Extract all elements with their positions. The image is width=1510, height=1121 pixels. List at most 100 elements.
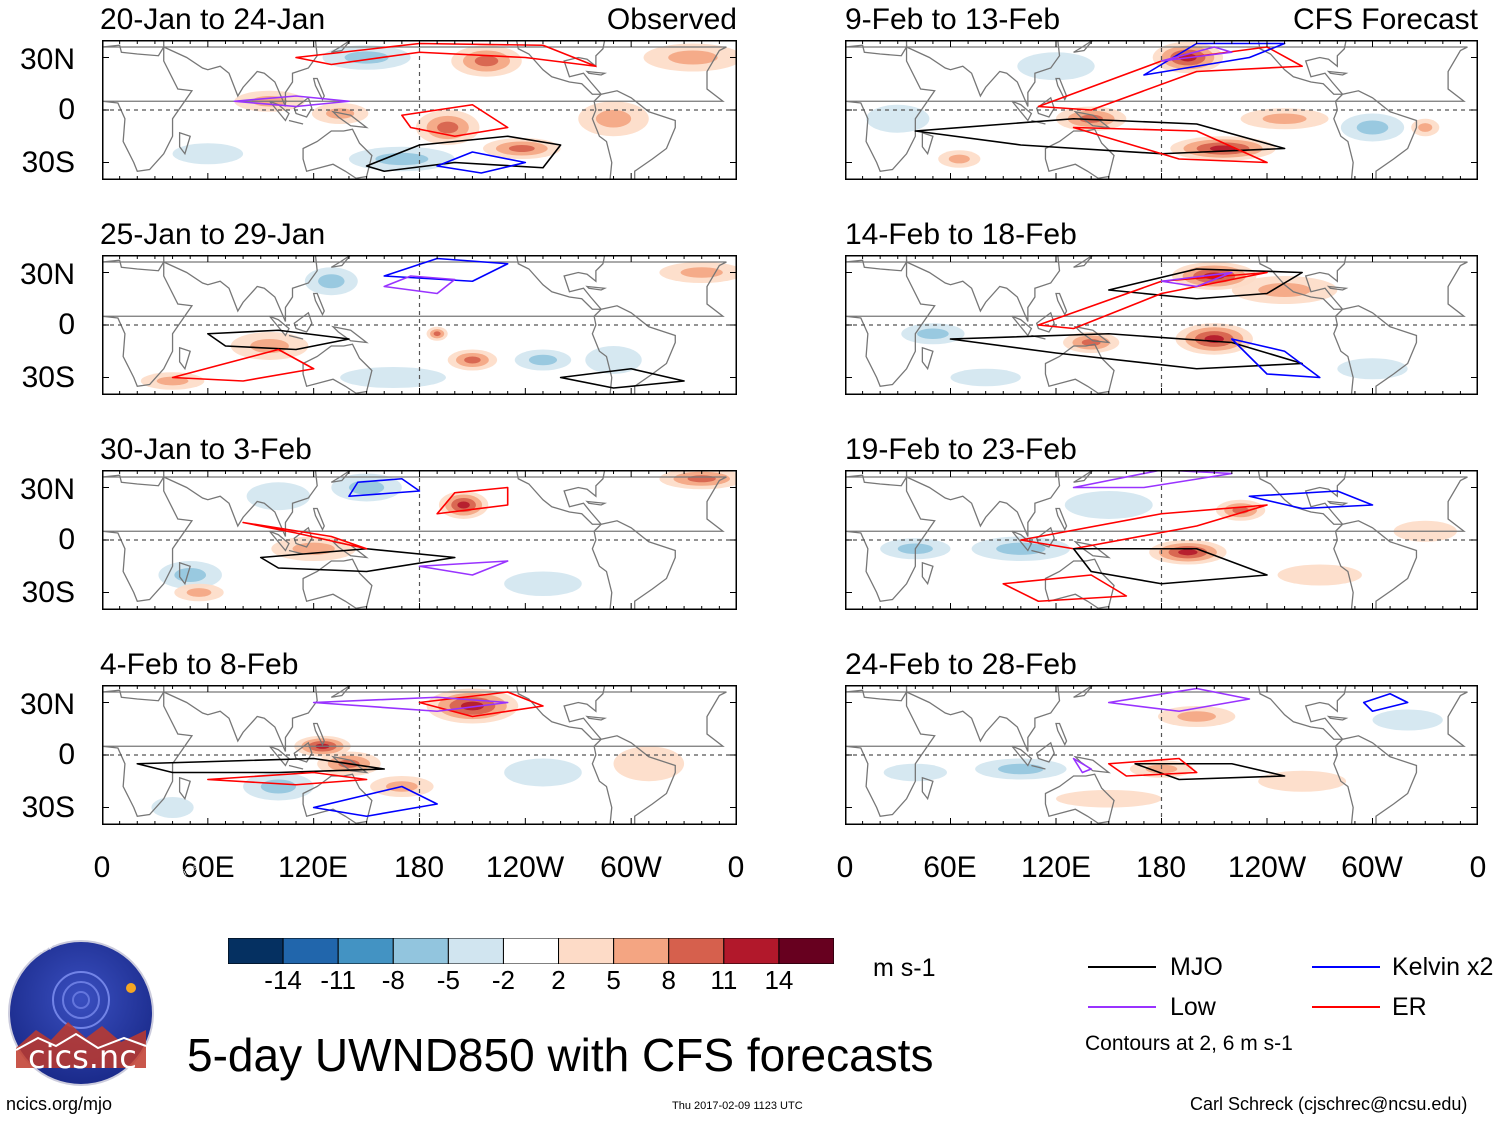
panel-title-1: 20-Jan to 24-Jan — [100, 3, 326, 36]
contour-kel — [436, 151, 527, 174]
contour-kel — [1362, 692, 1409, 713]
coastline — [331, 325, 369, 344]
coastline — [1011, 745, 1033, 767]
colorbar-tick-label: 2 — [551, 965, 566, 995]
coastline — [1073, 685, 1094, 698]
panel-title-2: 25-Jan to 29-Jan — [100, 218, 326, 251]
lat-label-30n: 30N — [19, 688, 75, 721]
coastline — [1073, 325, 1111, 344]
coastline — [1257, 470, 1418, 610]
coastline — [515, 685, 676, 825]
lon-label-60e: 60E — [923, 851, 977, 884]
lat-label-30s: 30S — [21, 361, 75, 394]
contour-mjo — [1072, 547, 1268, 585]
contour-mjo — [207, 329, 350, 351]
lat-label-eq: 0 — [58, 523, 75, 556]
contour-low — [1072, 757, 1092, 774]
lon-label-360: 0 — [1469, 851, 1487, 884]
lon-label-120w: 120W — [1227, 851, 1307, 884]
lon-label-60e: 60E — [181, 851, 235, 884]
coastline — [585, 715, 608, 721]
wind-anomaly-shade — [375, 152, 429, 166]
colorbar-swatch — [337, 938, 394, 964]
colorbar-swatch — [502, 938, 560, 964]
coastline — [1011, 530, 1033, 552]
map-panel-7 — [845, 470, 1478, 610]
wind-anomaly-shade — [1064, 491, 1153, 519]
contour-er — [295, 42, 597, 68]
footer-url[interactable]: ncics.org/mjo — [6, 1094, 113, 1114]
legend-label-low: Low — [1170, 993, 1216, 1021]
wind-anomaly-shade — [464, 356, 481, 364]
contour-low — [1107, 687, 1251, 713]
coastline — [1035, 741, 1055, 763]
wind-anomaly-shade — [457, 501, 470, 509]
coastline — [585, 70, 608, 76]
coastline — [1326, 500, 1349, 506]
contour-note: Contours at 2, 6 m s-1 — [1085, 1032, 1293, 1055]
wind-anomaly-shade — [1056, 790, 1162, 808]
observed-label: Observed — [606, 3, 737, 36]
coastline — [1073, 470, 1094, 483]
coastline — [330, 685, 352, 698]
wind-anomaly-shade — [950, 368, 1021, 387]
wind-anomaly-shade — [348, 480, 385, 495]
wind-anomaly-shade — [433, 331, 441, 337]
wind-anomaly-shade — [340, 367, 446, 388]
wind-anomaly-shade — [186, 588, 212, 597]
coastline — [163, 470, 318, 537]
footer-timestamp: Thu 2017-02-09 1123 UTC — [672, 1100, 803, 1112]
wind-anomaly-shade — [246, 482, 311, 511]
wind-anomaly-shade — [866, 104, 930, 133]
lon-label-360: 0 — [727, 851, 745, 884]
wind-anomaly-shade — [504, 571, 582, 596]
coastline — [845, 474, 1468, 602]
coastline — [845, 259, 1468, 387]
contour-mjo — [365, 135, 562, 173]
contour-er — [242, 521, 368, 550]
coastline — [163, 255, 318, 322]
lon-label-60w: 60W — [600, 851, 662, 884]
contour-low — [418, 560, 509, 576]
coastline — [330, 470, 352, 483]
legend-line-mjo — [1088, 966, 1156, 968]
cfs-forecast-label: CFS Forecast — [1292, 3, 1478, 36]
wind-anomaly-shade — [687, 475, 716, 483]
coastline — [178, 561, 191, 586]
colorbar-swatch — [447, 938, 504, 964]
map-panel-4 — [102, 685, 737, 825]
map-panel-6 — [845, 255, 1478, 395]
wind-anomaly-shade — [1209, 145, 1237, 152]
coastline — [1073, 755, 1111, 774]
lat-label-30n: 30N — [19, 473, 75, 506]
coastline — [269, 315, 290, 337]
coastline — [1035, 96, 1055, 118]
coastline — [293, 96, 313, 118]
colorbar-swatch — [778, 938, 834, 964]
legend-line-er — [1312, 1006, 1380, 1008]
colorbar-tick-label: -5 — [436, 965, 460, 995]
coastline — [1031, 549, 1046, 555]
colorbar-tick-label: 11 — [710, 965, 738, 995]
contour-er — [401, 103, 509, 138]
coastline — [288, 549, 304, 555]
contour-er — [1020, 504, 1268, 550]
colorbar — [228, 938, 834, 964]
coastline — [178, 346, 191, 371]
coastline — [288, 764, 304, 770]
lat-label-eq: 0 — [58, 308, 75, 341]
coastline — [1257, 40, 1418, 180]
lat-label-30n: 30N — [19, 258, 75, 291]
contour-mjo — [136, 757, 386, 774]
coastline — [1055, 77, 1068, 101]
coastline — [905, 255, 1061, 322]
coastline — [1055, 722, 1068, 746]
coastline — [312, 292, 325, 316]
contour-er — [436, 486, 509, 515]
coastline — [1073, 40, 1094, 53]
coastline — [845, 689, 1468, 817]
wind-anomaly-shade — [1372, 709, 1443, 731]
coastline — [1044, 558, 1115, 609]
coastline — [293, 311, 313, 333]
lon-label-60w: 60W — [1341, 851, 1403, 884]
